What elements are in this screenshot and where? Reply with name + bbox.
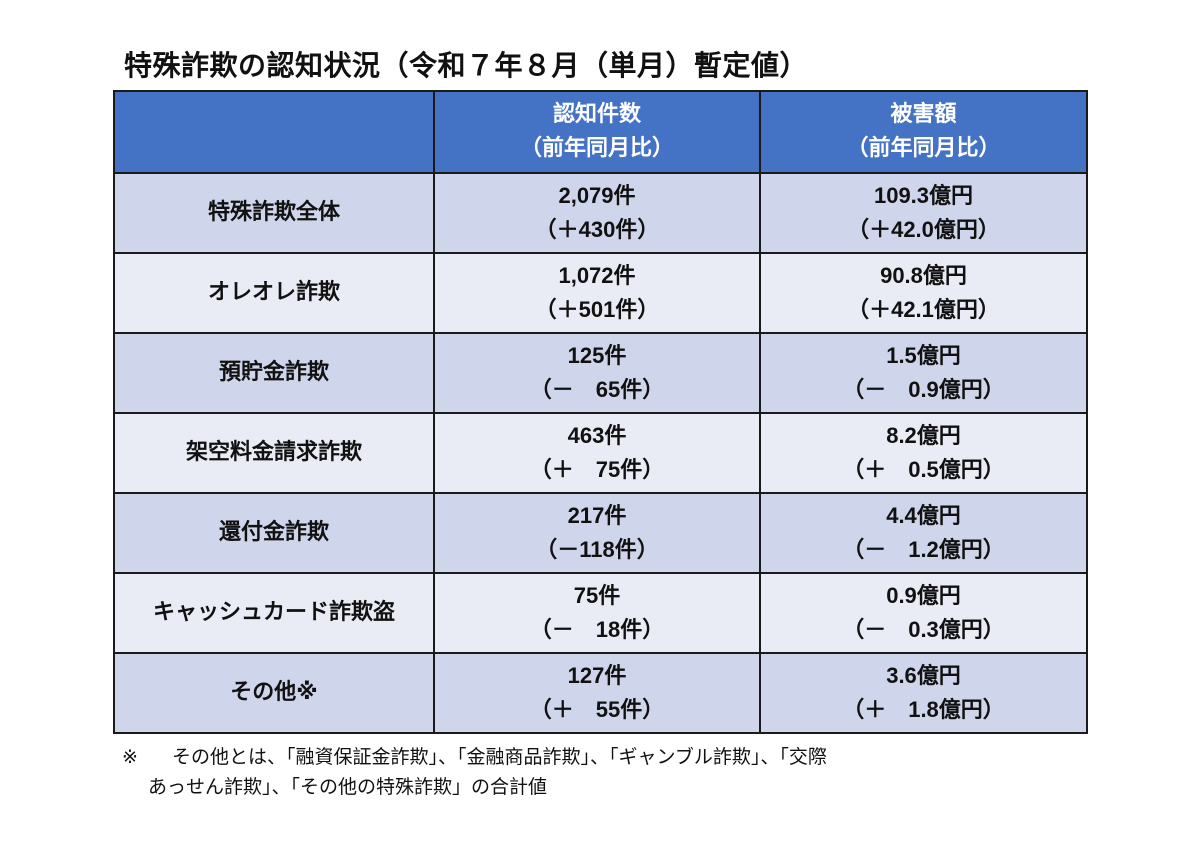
count-cell: 217件 （－118件）: [433, 492, 761, 574]
count-diff: （＋430件）: [534, 217, 660, 242]
row-label: 還付金詐欺: [113, 492, 435, 574]
footnote-line-1: その他とは、「融資保証金詐欺」、「金融商品詐欺」、「ギャンブル詐欺」、「交際: [172, 746, 827, 768]
damage-cell: 0.9億円 （－ 0.3億円）: [759, 572, 1088, 654]
table-row: オレオレ詐欺 1,072件 （＋501件） 90.8億円 （＋42.1億円）: [113, 252, 1088, 334]
fraud-stats-table: 認知件数 （前年同月比） 被害額 （前年同月比） 特殊詐欺全体 2,079件 （…: [113, 90, 1088, 734]
count-value: 463件: [567, 422, 627, 448]
row-label: 特殊詐欺全体: [113, 172, 435, 254]
count-cell: 463件 （＋ 75件）: [433, 412, 761, 494]
table-header-row: 認知件数 （前年同月比） 被害額 （前年同月比）: [113, 90, 1088, 174]
damage-cell: 1.5億円 （－ 0.9億円）: [759, 332, 1088, 414]
damage-cell: 3.6億円 （＋ 1.8億円）: [759, 652, 1088, 734]
count-diff: （＋ 55件）: [529, 697, 665, 722]
count-diff: （－118件）: [535, 537, 659, 562]
header-damage: 被害額 （前年同月比）: [759, 90, 1088, 174]
damage-value: 1.5億円: [886, 342, 961, 368]
count-cell: 1,072件 （＋501件）: [433, 252, 761, 334]
table-row: 特殊詐欺全体 2,079件 （＋430件） 109.3億円 （＋42.0億円）: [113, 172, 1088, 254]
damage-cell: 8.2億円 （＋ 0.5億円）: [759, 412, 1088, 494]
damage-cell: 4.4億円 （－ 1.2億円）: [759, 492, 1088, 574]
damage-diff: （－ 1.2億円）: [842, 537, 1005, 562]
row-label: オレオレ詐欺: [113, 252, 435, 334]
damage-diff: （＋42.0億円）: [847, 217, 1000, 242]
header-category: [113, 90, 435, 174]
header-count: 認知件数 （前年同月比）: [433, 90, 761, 174]
header-count-label: 認知件数: [552, 101, 641, 127]
count-value: 127件: [567, 662, 627, 688]
damage-value: 8.2億円: [886, 422, 961, 448]
count-diff: （－ 65件）: [529, 377, 665, 402]
damage-diff: （－ 0.9億円）: [842, 377, 1005, 402]
row-label: 預貯金詐欺: [113, 332, 435, 414]
count-cell: 127件 （＋ 55件）: [433, 652, 761, 734]
count-value: 217件: [567, 502, 627, 528]
footnote: ※ その他とは、「融資保証金詐欺」、「金融商品詐欺」、「ギャンブル詐欺」、「交際 …: [122, 742, 1082, 802]
header-count-sublabel: （前年同月比）: [519, 136, 674, 161]
damage-value: 4.4億円: [886, 502, 961, 528]
page-title: 特殊詐欺の認知状況（令和７年８月（単月）暫定値）: [124, 49, 809, 82]
damage-value: 90.8億円: [880, 262, 967, 288]
damage-value: 0.9億円: [886, 582, 961, 608]
footnote-mark: ※: [122, 746, 138, 768]
count-diff: （－ 18件）: [529, 617, 665, 642]
damage-value: 109.3億円: [873, 182, 974, 208]
table-row: 預貯金詐欺 125件 （－ 65件） 1.5億円 （－ 0.9億円）: [113, 332, 1088, 414]
row-label: キャッシュカード詐欺盗: [113, 572, 435, 654]
count-value: 1,072件: [558, 262, 636, 288]
table-row: その他※ 127件 （＋ 55件） 3.6億円 （＋ 1.8億円）: [113, 652, 1088, 734]
damage-cell: 109.3億円 （＋42.0億円）: [759, 172, 1088, 254]
count-diff: （＋ 75件）: [529, 457, 665, 482]
count-cell: 75件 （－ 18件）: [433, 572, 761, 654]
damage-diff: （＋ 0.5億円）: [842, 457, 1005, 482]
table-row: 還付金詐欺 217件 （－118件） 4.4億円 （－ 1.2億円）: [113, 492, 1088, 574]
damage-diff: （＋42.1億円）: [847, 297, 1000, 322]
damage-value: 3.6億円: [886, 662, 961, 688]
header-damage-label: 被害額: [890, 101, 957, 127]
count-value: 125件: [567, 342, 627, 368]
row-label: その他※: [113, 652, 435, 734]
damage-diff: （－ 0.3億円）: [842, 617, 1005, 642]
count-diff: （＋501件）: [534, 297, 660, 322]
count-cell: 125件 （－ 65件）: [433, 332, 761, 414]
count-cell: 2,079件 （＋430件）: [433, 172, 761, 254]
row-label: 架空料金請求詐欺: [113, 412, 435, 494]
count-value: 75件: [573, 582, 621, 608]
header-damage-sublabel: （前年同月比）: [846, 136, 1001, 161]
count-value: 2,079件: [558, 182, 636, 208]
damage-diff: （＋ 1.8億円）: [842, 697, 1005, 722]
footnote-line-2: あっせん詐欺」、「その他の特殊詐欺」の合計値: [148, 776, 548, 798]
table-row: キャッシュカード詐欺盗 75件 （－ 18件） 0.9億円 （－ 0.3億円）: [113, 572, 1088, 654]
damage-cell: 90.8億円 （＋42.1億円）: [759, 252, 1088, 334]
table-row: 架空料金請求詐欺 463件 （＋ 75件） 8.2億円 （＋ 0.5億円）: [113, 412, 1088, 494]
